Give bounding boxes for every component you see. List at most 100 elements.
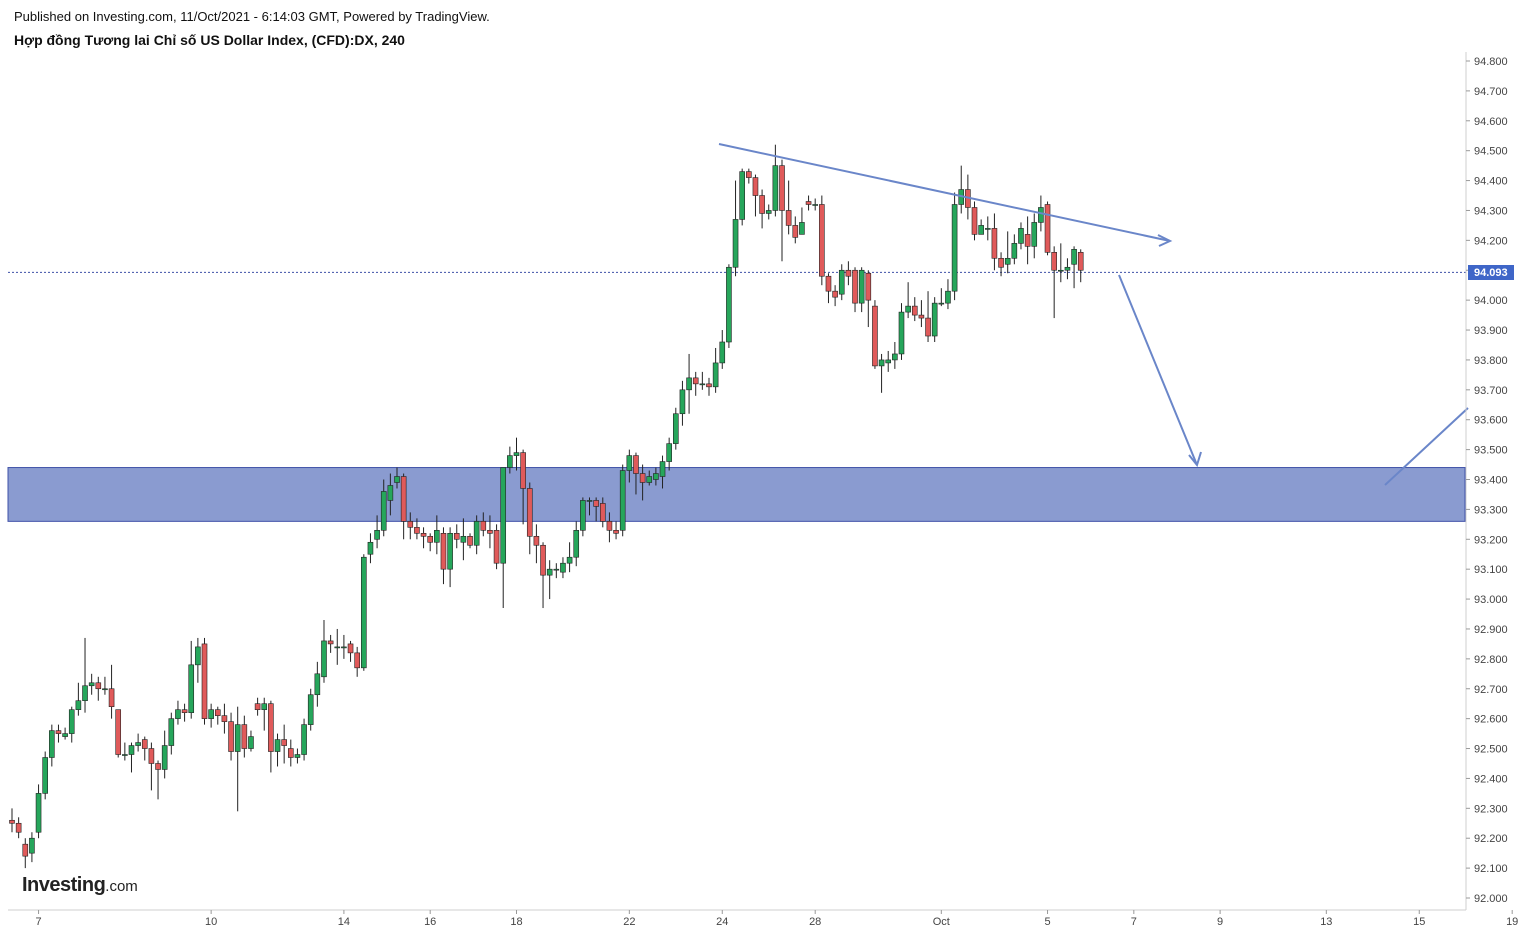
candle — [1077, 249, 1084, 283]
candle — [719, 330, 726, 369]
time-tick-label: 5 — [1044, 916, 1050, 928]
instrument-title: Hợp đồng Tương lai Chỉ số US Dollar Inde… — [14, 32, 405, 48]
candle-body — [978, 225, 984, 235]
candle — [958, 165, 965, 214]
candle — [646, 470, 653, 486]
candle — [62, 727, 68, 740]
candle — [95, 676, 102, 701]
candle — [327, 634, 334, 653]
candle-body — [102, 688, 108, 691]
candle — [520, 449, 526, 525]
candle — [546, 560, 553, 600]
candle-body — [885, 359, 892, 364]
candle — [29, 832, 35, 863]
candle — [1058, 243, 1064, 283]
candle — [666, 437, 672, 471]
logo-wordmark: Investing — [22, 874, 106, 896]
candle-body — [666, 443, 672, 462]
candle-body — [228, 721, 234, 752]
candle — [845, 261, 852, 286]
time-tick-label: 15 — [1413, 916, 1425, 928]
candle-body — [394, 476, 400, 483]
time-tick-label: 7 — [35, 916, 41, 928]
candle-body — [898, 311, 905, 355]
time-tick-label: 18 — [510, 916, 522, 928]
candle-body — [945, 290, 951, 304]
candle-body — [453, 533, 460, 540]
candle-body — [540, 544, 546, 576]
projection-arrowhead — [1188, 451, 1202, 468]
candle-body — [938, 302, 945, 305]
candle — [9, 808, 15, 833]
candle-body — [294, 754, 301, 758]
candle — [513, 437, 520, 471]
candle — [82, 637, 88, 713]
candle-body — [599, 503, 606, 522]
candle — [746, 168, 752, 184]
candle-body — [480, 521, 487, 531]
candle — [712, 347, 719, 393]
candle-body — [148, 748, 155, 764]
candle-body — [692, 377, 699, 385]
candle-body — [254, 703, 261, 710]
support-zone — [7, 467, 1466, 522]
candle-body — [82, 685, 88, 702]
candle-body — [739, 171, 745, 220]
candle — [566, 542, 573, 573]
candle — [931, 297, 938, 342]
candle — [752, 174, 759, 217]
candle — [1071, 246, 1077, 289]
candle — [765, 204, 772, 220]
candle — [1024, 216, 1031, 265]
logo-suffix: .com — [105, 878, 138, 895]
price-tick-label: 92.200 — [1474, 833, 1508, 845]
candle — [805, 195, 812, 211]
support-zone-layer — [7, 467, 1466, 522]
candle — [1018, 222, 1024, 250]
candle-body — [62, 733, 68, 737]
candle-body — [261, 703, 268, 710]
candle-body — [566, 556, 573, 564]
time-tick-label: 14 — [338, 916, 350, 928]
candle-body — [513, 452, 520, 456]
last-price-badge-bg — [1468, 265, 1514, 280]
candle — [49, 724, 55, 767]
candle — [122, 742, 128, 761]
candle — [951, 192, 958, 301]
candle-body — [420, 533, 427, 537]
candle-body — [586, 500, 593, 502]
candle-body — [1011, 243, 1018, 259]
candle-body — [314, 673, 321, 696]
price-tick-label: 92.000 — [1474, 893, 1508, 905]
candle — [779, 159, 785, 262]
time-tick-label: 28 — [809, 916, 821, 928]
candle — [367, 533, 374, 564]
investing-logo: Investing.com — [22, 874, 138, 897]
candle-body — [819, 204, 825, 277]
candle-body — [42, 757, 48, 794]
price-tick-label: 93.700 — [1474, 385, 1508, 397]
candle — [540, 542, 546, 609]
candle — [493, 524, 500, 570]
candle-body — [699, 383, 706, 386]
candle — [692, 371, 699, 396]
price-tick-label: 94.600 — [1474, 116, 1508, 128]
candle-body — [998, 257, 1004, 268]
candle-body — [341, 646, 347, 649]
candle-body — [825, 275, 832, 292]
candle — [626, 449, 633, 483]
price-tick-label: 93.100 — [1474, 564, 1508, 576]
candle — [420, 527, 427, 549]
candle-body — [161, 745, 168, 770]
candle-body — [925, 317, 931, 337]
candle-body — [248, 736, 254, 749]
candle — [978, 219, 984, 235]
candle — [128, 742, 135, 773]
chart-header: Published on Investing.com, 11/Oct/2021 … — [14, 8, 490, 49]
price-tick-label: 93.200 — [1474, 534, 1508, 546]
candle — [653, 467, 659, 486]
candle-body — [799, 222, 805, 235]
candle-body — [208, 709, 214, 719]
candle-body — [872, 305, 878, 367]
